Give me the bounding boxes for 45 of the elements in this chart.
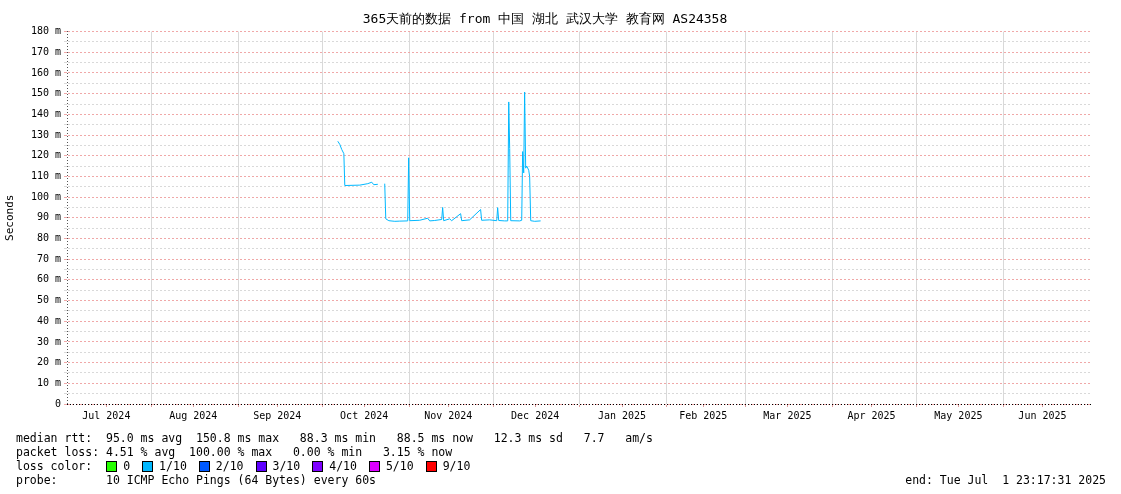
- legend-title: loss color:: [16, 459, 93, 473]
- x-tick-label: Oct 2024: [340, 409, 389, 421]
- legend-label: 1/10: [159, 459, 187, 473]
- y-tick-label: 70 m: [36, 252, 61, 264]
- x-tick-label: Dec 2024: [511, 409, 560, 421]
- y-tick-label: 20 m: [36, 356, 61, 368]
- legend-label: 4/10: [329, 459, 357, 473]
- x-tick-label: Jan 2025: [597, 409, 647, 421]
- y-tick-label: 80 m: [36, 232, 61, 244]
- text: probe: 10 ICMP Echo Pings (64 Bytes) every 60s: [16, 473, 377, 487]
- legend-label: 9/10: [442, 459, 471, 473]
- legend-label: 2/10: [215, 459, 244, 473]
- x-tick-label: Aug 2024: [169, 409, 218, 421]
- y-tick-label: 140 m: [30, 107, 61, 119]
- y-tick-label: 90 m: [36, 211, 61, 223]
- y-tick-label: 100 m: [30, 190, 61, 202]
- legend-label: 5/10: [385, 459, 414, 473]
- y-tick-label: 170 m: [30, 45, 61, 57]
- y-tick-label: 10 m: [36, 376, 61, 388]
- y-tick-label: 110 m: [30, 170, 61, 182]
- x-tick-label: Sep 2024: [253, 409, 302, 421]
- y-tick-label: 60 m: [36, 273, 61, 285]
- y-tick-label: 30 m: [36, 335, 61, 347]
- y-tick-label: 50 m: [36, 294, 61, 306]
- y-tick-label: 40 m: [36, 314, 61, 326]
- legend-label: 3/10: [272, 459, 301, 473]
- x-tick-label: Jul 2024: [82, 409, 131, 421]
- y-tick-label: 160 m: [30, 66, 61, 78]
- text: end: Tue Jul 1 23:17:31 2025: [905, 473, 1106, 487]
- chart-title: 365天前的数据 from 中国 湖北 武汉大学 教育网 AS24358: [362, 11, 728, 27]
- y-tick-label: 130 m: [30, 128, 61, 140]
- y-tick-label: 0: [54, 397, 61, 409]
- x-tick-label: Jun 2025: [1018, 409, 1067, 421]
- x-tick-label: Apr 2025: [847, 409, 896, 421]
- x-tick-label: Feb 2025: [679, 409, 728, 421]
- text: packet loss: 4.51 % avg 100.00 % max 0.00 % min 3.15 % now: [16, 445, 454, 459]
- x-tick-label: May 2025: [934, 409, 983, 421]
- y-tick-label: 150 m: [30, 87, 61, 99]
- y-axis-title: Seconds: [3, 194, 17, 241]
- legend-label: 0: [123, 459, 131, 473]
- x-tick-label: Mar 2025: [763, 409, 812, 421]
- y-tick-label: 120 m: [30, 149, 61, 161]
- text: median rtt: 95.0 ms avg 150.8 ms max 88.3 ms min 88.5 ms now 12.3 ms sd 7.7 am/s: [16, 431, 654, 445]
- x-tick-label: Nov 2024: [424, 409, 473, 421]
- y-tick-label: 180 m: [30, 25, 61, 37]
